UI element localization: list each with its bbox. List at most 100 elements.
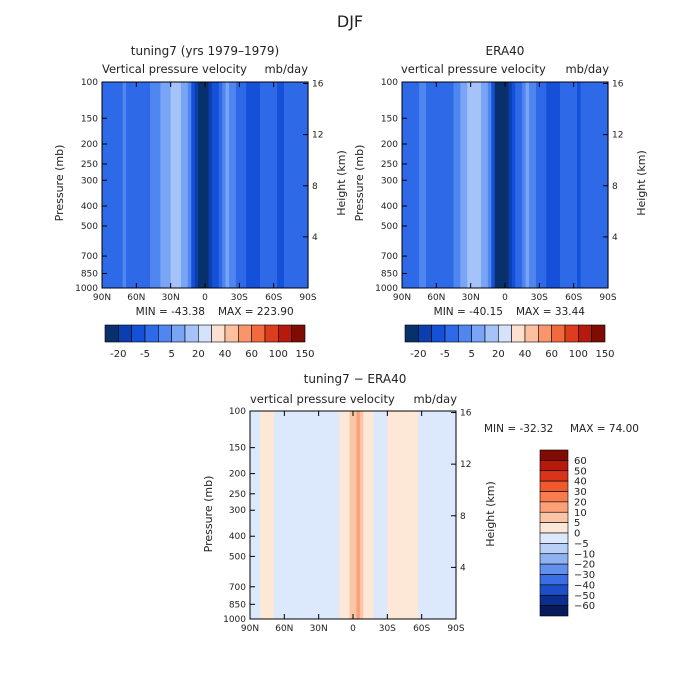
heatmap-cell [397,411,402,619]
y-tick-label: 250 [381,160,398,170]
colorbar-label: −10 [574,549,595,560]
heatmap-cell [139,82,144,288]
heatmap-cell [394,411,399,619]
heatmap-cell [198,82,203,288]
heatmap-cell [301,82,306,288]
heatmap-cell [508,82,513,288]
panel-units: mb/day [413,392,457,406]
y-right-tick-label: 12 [460,460,471,470]
x-tick-label: 60N [275,624,293,634]
figure-title: DJF [337,12,363,31]
heatmap-cell [505,82,510,288]
heatmap-cell [270,82,275,288]
panel-subtitle: vertical pressure velocity [250,392,395,406]
heatmap-cell [408,82,413,288]
heatmap-cell [294,82,299,288]
heatmap-cell [160,82,165,288]
heatmap-cell [390,411,395,619]
heatmap-axes: 90N 60N 30N 0 30S 60S 90S 1000 850 700 500 400 300 25… [75,78,324,303]
y-tick-label: 400 [381,202,398,212]
heatmap-cell [283,82,288,288]
heatmap-cell [359,411,364,619]
max-label: MAX = 33.44 [516,306,585,318]
heatmap-cell [232,82,237,288]
y-right-tick-label: 4 [460,563,466,573]
colorbar-swatch [539,543,569,555]
colorbar-swatch [539,480,569,492]
min-label: MIN = -43.38 [136,306,205,318]
panel-difference: tuning7 − ERA40 vertical pressure veloci… [202,372,639,634]
heatmap-cell [522,82,527,288]
heatmap-cell [119,82,124,288]
heatmap-cell [256,82,261,288]
heatmap-cell [414,411,419,619]
colorbar-label: 150 [595,349,614,360]
heatmap-cell [429,82,434,288]
heatmap-plot [250,411,457,619]
x-tick-label: 0 [350,624,356,634]
heatmap-cell [501,82,506,288]
y-right-tick-label: 16 [312,80,324,90]
heatmap-cell [549,82,554,288]
heatmap-cell [387,411,392,619]
heatmap-cell [342,411,347,619]
colorbar-swatch [131,324,146,343]
heatmap-cell [418,411,423,619]
heatmap-cell [474,82,479,288]
colorbar-swatch [591,324,606,343]
y-tick-label: 250 [229,490,246,500]
panel-title: tuning7 (yrs 1979–1979) [131,44,279,58]
colorbar-label: −50 [574,591,595,602]
y-right-tick-label: 4 [612,233,618,243]
y-right-tick-label: 16 [612,80,624,90]
y-tick-label: 100 [381,78,398,88]
heatmap-cell [290,82,295,288]
heatmap-cell [439,82,444,288]
heatmap-cell [563,82,568,288]
x-tick-label: 30N [162,293,180,303]
heatmap-cell [225,82,230,288]
min-label: MIN = -40.15 [434,306,503,318]
panel-title: ERA40 [486,44,525,58]
heatmap-cell [487,82,492,288]
y-axis-label: Pressure (mb) [202,476,215,553]
y-tick-label: 250 [81,160,98,170]
heatmap-cell [477,82,482,288]
heatmap-cell [570,82,575,288]
y-tick-label: 850 [81,269,98,279]
heatmap-cell [280,82,285,288]
heatmap-cell [587,82,592,288]
heatmap-cell [542,82,547,288]
heatmap-cell [318,411,323,619]
y-tick-label: 300 [229,506,246,516]
colorbar-swatch [471,324,486,343]
colorbar-label: −40 [574,580,595,591]
heatmap-cell [132,82,137,288]
heatmap-cell [153,82,158,288]
y-tick-label: 150 [381,114,398,124]
heatmap-cell [287,82,292,288]
heatmap-cell [594,82,599,288]
colorbar-label: 100 [569,349,588,360]
heatmap-cell [191,82,196,288]
heatmap-cell [422,82,427,288]
heatmap-cell [298,411,303,619]
heatmap-cell [529,82,534,288]
heatmap-cell [445,411,450,619]
colorbar-swatch [564,324,579,343]
y-right-tick-label: 12 [612,131,623,141]
heatmap-cell [467,82,472,288]
x-tick-label: 90S [299,293,316,303]
colorbar-label: 20 [574,497,587,508]
colorbar-swatch [539,594,569,606]
heatmap-cell [460,82,465,288]
heatmap-cell [353,411,358,619]
heatmap-cell [259,82,264,288]
heatmap-cell [260,411,265,619]
heatmap-cell [601,82,606,288]
colorbar-swatch [104,324,119,343]
heatmap-cell [235,82,240,288]
heatmap-cell [426,82,431,288]
x-tick-label: 30S [379,624,396,634]
colorbar-swatch [539,460,569,472]
